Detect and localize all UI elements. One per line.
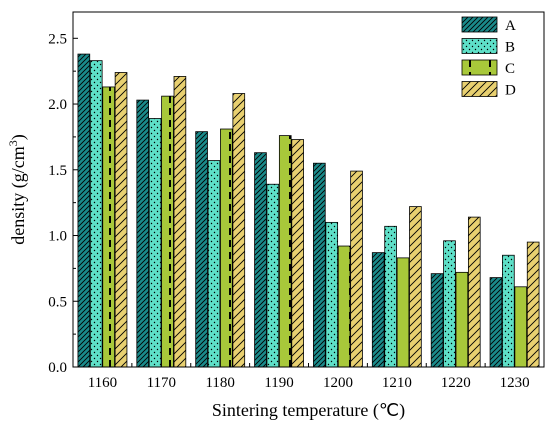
bar-d-1230 <box>526 241 540 368</box>
bar-d-1160 <box>114 72 128 368</box>
bar-d-1190 <box>291 139 304 368</box>
x-axis-title: Sintering temperature (℃) <box>212 400 405 421</box>
legend-swatch-c <box>461 59 498 76</box>
bar-a-1180 <box>195 131 208 368</box>
bar-a-1230 <box>489 277 503 368</box>
x-tick-label: 1230 <box>500 375 530 391</box>
x-tick-label: 1160 <box>88 375 117 391</box>
bar-b-1210 <box>384 225 397 368</box>
bar-a-1190 <box>254 152 267 368</box>
x-tick-label: 1210 <box>382 375 412 391</box>
y-tick-label: 2.5 <box>48 31 67 47</box>
bar-a-1220 <box>430 273 444 368</box>
y-axis: 0.0 0.5 1.0 1.5 2.0 2.5 <box>48 31 78 376</box>
bar-c-1180 <box>220 128 233 368</box>
legend-label-a: A <box>505 18 516 34</box>
x-tick-label: 1190 <box>264 375 293 391</box>
bar-b-1160 <box>89 60 103 368</box>
y-tick-label: 1.5 <box>48 163 67 179</box>
bar-c-1220 <box>455 271 469 368</box>
bar-a-1170 <box>136 99 150 368</box>
bar-a-1210 <box>371 252 385 368</box>
x-tick-label: 1180 <box>205 375 234 391</box>
legend-label-d: D <box>505 83 516 99</box>
bar-d-1170 <box>173 76 187 368</box>
y-tick-label: 1.0 <box>48 229 67 245</box>
y-tick-label: 2.0 <box>48 97 67 113</box>
bar-b-1200 <box>325 221 339 368</box>
legend-label-c: C <box>505 61 515 77</box>
bar-c-1170 <box>161 95 174 368</box>
bar-c-1160 <box>102 86 115 368</box>
bar-b-1180 <box>207 160 221 368</box>
legend-label-b: B <box>505 40 515 56</box>
bar-c-1230 <box>514 286 528 368</box>
bar-d-1180 <box>232 93 246 368</box>
bar-c-1190 <box>278 135 292 368</box>
y-axis-title-close: ) <box>8 134 29 140</box>
bar-c-1210 <box>396 257 410 368</box>
bar-b-1230 <box>502 254 515 368</box>
bar-c-1200 <box>337 245 351 368</box>
y-axis-title-superscript: 3 <box>6 140 20 146</box>
y-axis-title: density (g/cm3) <box>6 134 29 244</box>
x-tick-label: 1220 <box>441 375 471 391</box>
legend-swatch-b <box>461 38 498 54</box>
bar-b-1220 <box>443 240 456 368</box>
bar-a-1160 <box>77 53 91 368</box>
bar-b-1190 <box>266 183 280 368</box>
bars-group <box>77 53 540 368</box>
legend-swatch-a <box>461 16 498 33</box>
y-tick-label: 0.0 <box>48 360 67 376</box>
x-axis: 1160 1170 1180 1190 1200 1210 1220 1230 <box>72 363 545 391</box>
bar-d-1200 <box>350 170 363 368</box>
legend-swatch-d <box>461 81 498 97</box>
bar-d-1210 <box>409 206 422 368</box>
bar-a-1200 <box>313 162 326 368</box>
x-tick-label: 1200 <box>323 375 353 391</box>
y-tick-label: 0.5 <box>48 294 67 310</box>
bar-d-1220 <box>467 216 481 368</box>
y-axis-title-text: density (g/cm <box>8 146 29 244</box>
bar-b-1170 <box>148 118 162 368</box>
x-tick-label: 1170 <box>147 375 176 391</box>
